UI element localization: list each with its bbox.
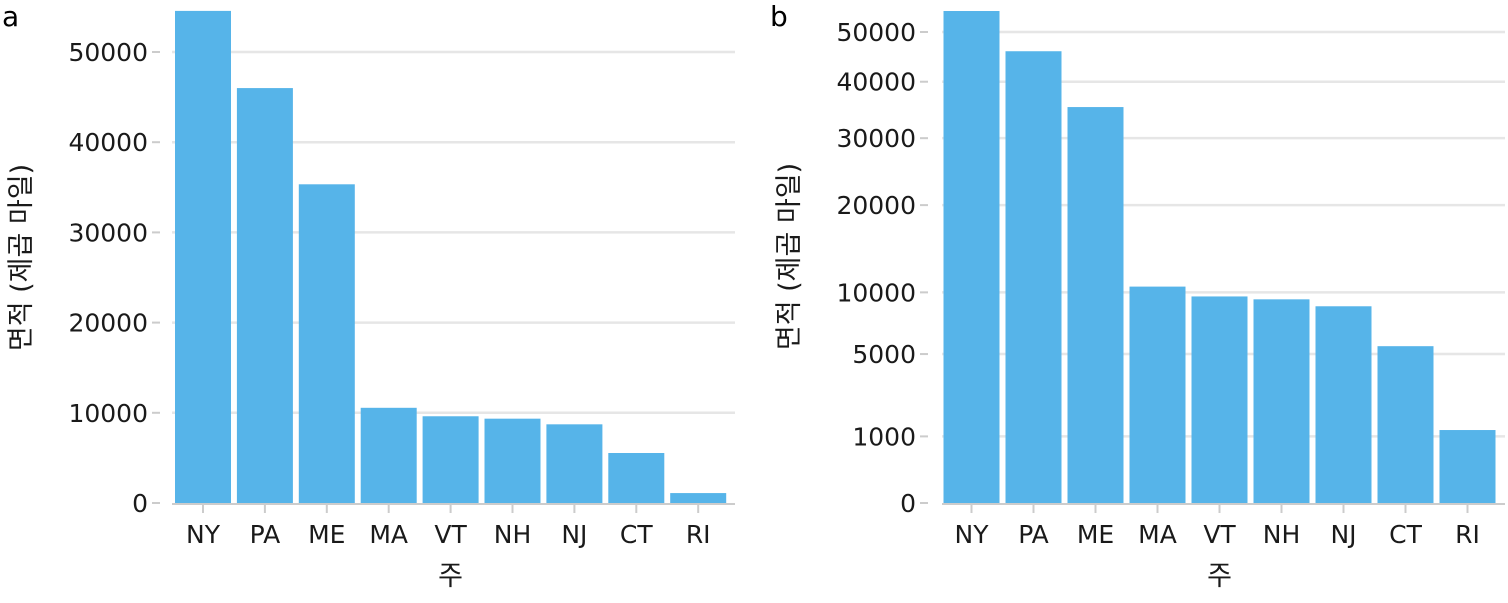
bar-ME [298,184,355,504]
y-tick-label: 20000 [68,309,148,338]
bar-MA [360,407,417,503]
bar-NJ [546,424,603,503]
x-tick-label: NY [186,520,221,549]
x-tick-label: NY [955,520,990,549]
bar-MA [1129,286,1186,503]
x-tick-label: NJ [561,520,587,549]
x-tick-label: CT [620,520,653,549]
x-tick-label: ME [308,520,345,549]
x-tick-label: VT [434,520,467,549]
panel-b: 0 1000 5000 10000 20000 30000 40000 50000 NY PA ME… [770,0,1505,592]
bar-VT [422,416,479,503]
x-tick-label: RI [686,520,711,549]
x-tick-label: MA [369,520,408,549]
y-tick-label: 0 [900,489,916,518]
x-tick-label: CT [1389,520,1422,549]
x-tick-label: NJ [1330,520,1356,549]
panel-a: 0 10000 20000 30000 40000 50000 NY PA ME MA VT NH NJ… [2,0,735,592]
bar-CT [608,453,665,503]
y-axis-label: 면적 (제곱 마일) [774,163,805,350]
y-tick-label: 0 [132,489,148,518]
y-tick-label: 50000 [836,18,916,47]
y-tick-label: 5000 [852,340,916,369]
bar-VT [1191,296,1248,503]
bar-CT [1377,346,1434,503]
x-tick-label: NH [494,520,532,549]
y-axis-label: 면적 (제곱 마일) [6,164,37,351]
x-tick-label: PA [1018,520,1049,549]
panel-tag: a [2,0,19,33]
y-tick-label: 50000 [68,38,148,67]
x-tick-label: NH [1263,520,1301,549]
x-tick-label: ME [1077,520,1114,549]
y-tick-label: 1000 [852,422,916,451]
bar-RI [670,493,727,503]
y-tick-label: 30000 [68,218,148,247]
x-axis-label: 주 [1207,561,1232,592]
bar-NY [943,11,1000,503]
y-tick-label: 40000 [68,128,148,157]
bar-NH [484,418,541,503]
bar-NJ [1315,306,1372,503]
x-tick-label: PA [250,520,281,549]
bar-RI [1439,430,1496,503]
x-tick-label: VT [1203,520,1236,549]
y-tick-label: 40000 [836,68,916,97]
panel-tag: b [770,0,788,33]
y-tick-label: 30000 [836,124,916,153]
bar-PA [1005,51,1062,504]
bar-ME [1067,107,1124,504]
bar-NH [1253,299,1310,503]
x-tick-label: RI [1455,520,1480,549]
y-tick-label: 10000 [836,278,916,307]
bar-PA [236,88,293,503]
bar-NY [175,10,231,504]
x-tick-label: MA [1138,520,1177,549]
y-tick-label: 20000 [836,191,916,220]
y-tick-label: 10000 [68,399,148,428]
x-axis-label: 주 [438,561,463,592]
